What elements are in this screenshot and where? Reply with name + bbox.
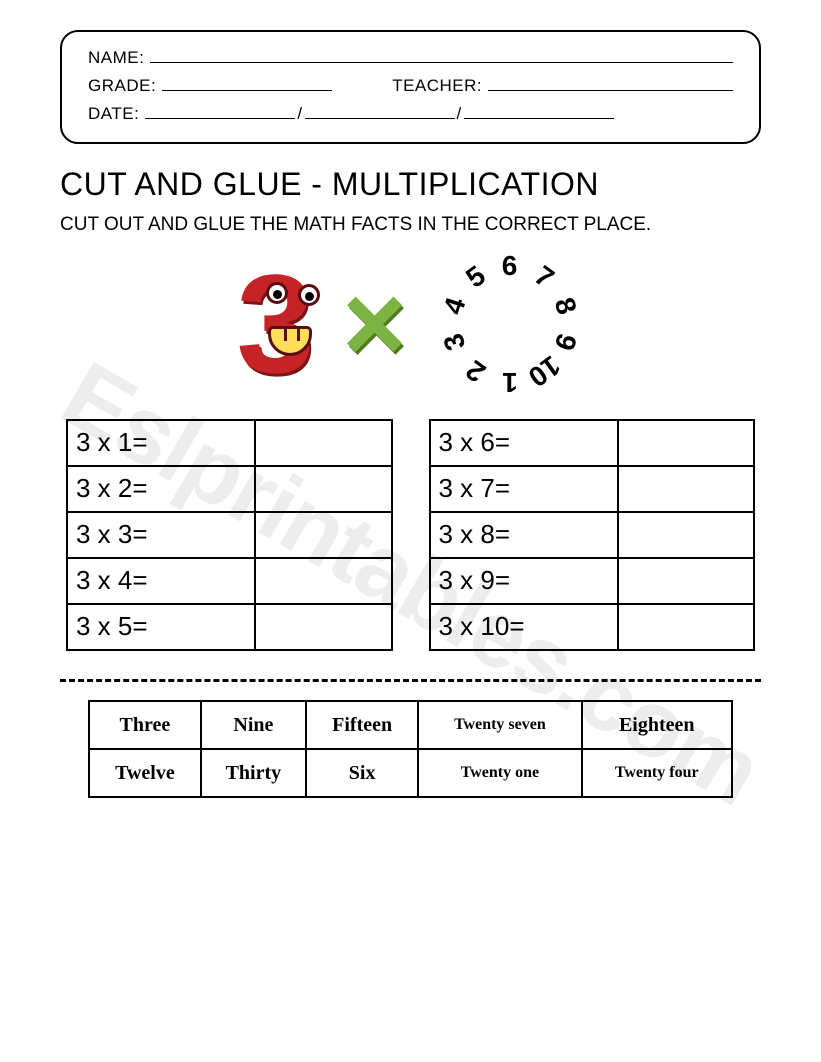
circle-number: 7 <box>528 259 559 294</box>
cutout-cell[interactable]: Twenty seven <box>418 701 581 749</box>
fact-answer-slot[interactable] <box>618 512 754 558</box>
cutout-cell[interactable]: Twelve <box>89 749 201 797</box>
fact-answer-slot[interactable] <box>618 466 754 512</box>
fact-prompt: 3 x 10= <box>430 604 618 650</box>
name-row: NAME: <box>88 46 733 68</box>
circle-number: 10 <box>522 349 566 393</box>
circle-number: 2 <box>460 353 491 388</box>
grade-label: GRADE: <box>88 76 156 96</box>
cutout-cell[interactable]: Three <box>89 701 201 749</box>
date-label: DATE: <box>88 104 139 124</box>
date-line-3[interactable] <box>464 102 614 119</box>
cutout-row: Three Nine Fifteen Twenty seven Eighteen <box>89 701 732 749</box>
eye-right-icon <box>298 284 320 306</box>
fact-row: 3 x 9= <box>430 558 755 604</box>
circle-number: 4 <box>437 293 472 318</box>
teacher-label: TEACHER: <box>392 76 482 96</box>
fact-row: 3 x 3= <box>67 512 392 558</box>
name-label: NAME: <box>88 48 144 68</box>
name-line[interactable] <box>150 46 733 63</box>
grade-line[interactable] <box>162 74 332 91</box>
date-row: DATE: / / <box>88 102 733 124</box>
fact-row: 3 x 8= <box>430 512 755 558</box>
date-line-1[interactable] <box>145 102 295 119</box>
fact-prompt: 3 x 3= <box>67 512 255 558</box>
fact-prompt: 3 x 8= <box>430 512 618 558</box>
fact-table-right: 3 x 6=3 x 7=3 x 8=3 x 9=3 x 10= <box>429 419 756 651</box>
date-line-2[interactable] <box>305 102 455 119</box>
cut-line <box>60 679 761 682</box>
grade-teacher-row: GRADE: TEACHER: <box>88 74 733 96</box>
cutout-row: Twelve Thirty Six Twenty one Twenty four <box>89 749 732 797</box>
cutout-cell[interactable]: Fifteen <box>306 701 418 749</box>
page-title: CUT AND GLUE - MULTIPLICATION <box>60 166 761 203</box>
fact-table-left: 3 x 1=3 x 2=3 x 3=3 x 4=3 x 5= <box>66 419 393 651</box>
instructions: CUT OUT AND GLUE THE MATH FACTS IN THE C… <box>60 213 761 237</box>
teacher-line[interactable] <box>488 74 733 91</box>
fact-row: 3 x 1= <box>67 420 392 466</box>
fact-answer-slot[interactable] <box>618 604 754 650</box>
cutout-answers: Three Nine Fifteen Twenty seven Eighteen… <box>88 700 733 798</box>
circle-number: 1 <box>502 366 518 398</box>
fact-prompt: 3 x 5= <box>67 604 255 650</box>
fact-answer-slot[interactable] <box>255 512 391 558</box>
fact-answer-slot[interactable] <box>255 420 391 466</box>
circle-number: 5 <box>460 259 491 294</box>
fact-row: 3 x 10= <box>430 604 755 650</box>
fact-tables: 3 x 1=3 x 2=3 x 3=3 x 4=3 x 5= 3 x 6=3 x… <box>66 419 755 651</box>
fact-row: 3 x 5= <box>67 604 392 650</box>
fact-answer-slot[interactable] <box>255 558 391 604</box>
fact-answer-slot[interactable] <box>255 604 391 650</box>
cutout-cell[interactable]: Twenty four <box>582 749 732 797</box>
cutout-cell[interactable]: Thirty <box>201 749 306 797</box>
cutout-cell[interactable]: Twenty one <box>418 749 581 797</box>
fact-row: 3 x 4= <box>67 558 392 604</box>
fact-answer-slot[interactable] <box>618 420 754 466</box>
number-circle: 123 45678 910 <box>435 249 585 399</box>
fact-answer-slot[interactable] <box>618 558 754 604</box>
cutout-cell[interactable]: Six <box>306 749 418 797</box>
fact-row: 3 x 2= <box>67 466 392 512</box>
fact-row: 3 x 7= <box>430 466 755 512</box>
circle-number: 9 <box>547 329 582 354</box>
fact-prompt: 3 x 7= <box>430 466 618 512</box>
fact-prompt: 3 x 1= <box>67 420 255 466</box>
big-three-character: 3 <box>236 254 314 394</box>
student-info-box: NAME: GRADE: TEACHER: DATE: / / <box>60 30 761 144</box>
cutout-cell[interactable]: Eighteen <box>582 701 732 749</box>
circle-number: 3 <box>437 329 472 354</box>
fact-prompt: 3 x 9= <box>430 558 618 604</box>
graphic-row: 3 × 12345678910 <box>60 249 761 399</box>
circle-number: 6 <box>502 250 518 282</box>
times-symbol: × <box>342 269 406 379</box>
fact-prompt: 3 x 6= <box>430 420 618 466</box>
big-three-glyph: 3 <box>236 245 314 402</box>
fact-answer-slot[interactable] <box>255 466 391 512</box>
circle-number: 8 <box>547 293 582 318</box>
fact-row: 3 x 6= <box>430 420 755 466</box>
fact-prompt: 3 x 2= <box>67 466 255 512</box>
cutout-cell[interactable]: Nine <box>201 701 306 749</box>
fact-prompt: 3 x 4= <box>67 558 255 604</box>
